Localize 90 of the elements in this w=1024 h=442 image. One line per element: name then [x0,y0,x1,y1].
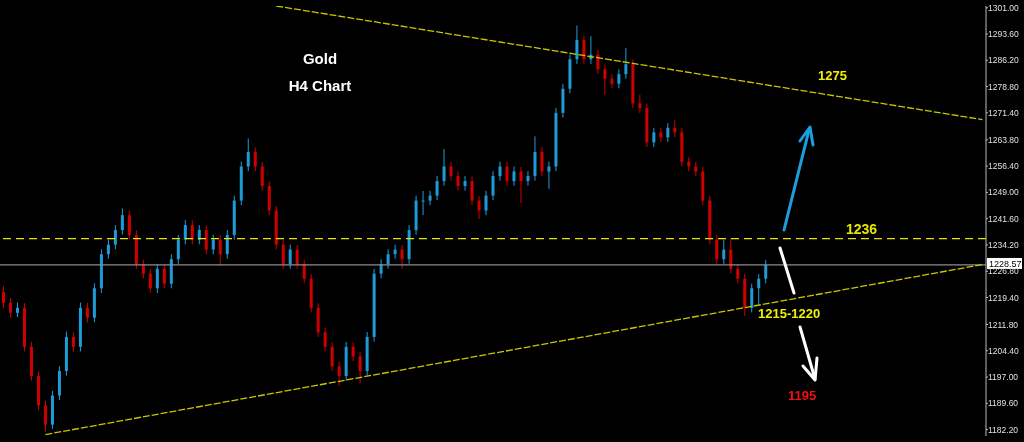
candlestick [617,68,621,89]
candlestick [337,361,341,387]
candlestick [323,327,327,352]
candlestick [162,263,166,289]
candlestick [281,239,285,270]
candlestick [757,273,761,305]
candlestick [246,137,250,172]
candlestick [288,244,292,270]
y-tick-label: 1241.60 [988,213,1019,224]
candlestick [358,351,362,384]
y-tick-label: 1301.00 [988,2,1019,13]
candlestick [722,239,726,265]
y-tick-label: 1204.40 [988,345,1019,356]
y-tick-label: 1256.40 [988,161,1019,172]
candlestick [204,224,208,255]
candlestick [540,146,544,177]
candlestick [330,341,334,372]
candlestick [582,34,586,65]
annotation: 1275 [818,68,847,83]
candlestick [400,244,404,270]
candlestick [218,234,222,267]
candlestick [498,161,502,182]
candlestick [610,73,614,89]
candlestick [106,239,110,260]
candlestick [736,263,740,284]
candlestick [638,94,642,114]
candlestick [211,234,215,255]
y-tick-label: 1278.80 [988,81,1019,92]
candlestick [456,170,460,192]
candlestick [225,229,229,260]
candlestick [491,170,495,201]
y-tick-label: 1293.60 [988,29,1019,40]
candlestick [428,190,432,206]
y-tick-label: 1271.40 [988,107,1019,118]
candlestick [603,64,607,96]
candlestick [512,166,516,187]
candlestick [127,210,131,241]
text: H4 Chart [287,77,353,94]
candlestick [43,399,47,433]
candlestick [148,268,152,294]
candlestick [421,190,425,216]
y-tick-label: 1211.80 [988,319,1019,330]
candlestick [183,219,187,245]
candlestick [8,297,12,318]
candlestick [477,195,481,220]
candlestick [652,127,656,148]
candlestick [764,259,768,284]
candlestick [666,122,670,143]
annotation: 1195 [788,388,817,403]
candlestick [505,161,509,187]
ref-line-label: 1236 [846,220,878,237]
candlestick [470,175,474,206]
annotation: 1215-1220 [758,306,821,321]
candlestick [575,25,579,65]
candlestick [190,219,194,245]
text: Gold [301,50,339,67]
candlestick [449,161,453,182]
y-tick-label: 1226.80 [988,266,1019,277]
candlestick [526,170,530,187]
candlestick [176,234,180,265]
y-tick-label: 1182.20 [988,424,1019,435]
candlestick [260,161,264,192]
y-tick-label: 1263.80 [988,134,1019,145]
candlestick [715,234,719,265]
candlestick [71,331,75,353]
candlestick [120,207,124,236]
candlestick [519,166,523,204]
candlestick [85,302,89,324]
candlestick [155,263,159,294]
candlestick [484,190,488,216]
y-tick-label: 1189.60 [988,398,1019,409]
candlestick [197,224,201,245]
candlestick [435,175,439,201]
y-tick-label: 1249.00 [988,187,1019,198]
candlestick [386,248,390,270]
candlestick [463,175,467,192]
y-tick-label: 1197.00 [988,372,1019,383]
candlestick [253,146,257,172]
candlestick [351,341,355,362]
candlestick [547,161,551,190]
candlestick [295,244,299,270]
candlestick [750,283,754,313]
candlestick [113,224,117,250]
y-tick-label: 1219.40 [988,292,1019,303]
candlestick [624,47,628,80]
candlestick [2,285,5,309]
ref-line-label: 1228.57 [989,258,1022,269]
candlestick [442,148,446,187]
y-tick-label: 1286.20 [988,55,1019,66]
y-tick-label: 1234.20 [988,239,1019,250]
